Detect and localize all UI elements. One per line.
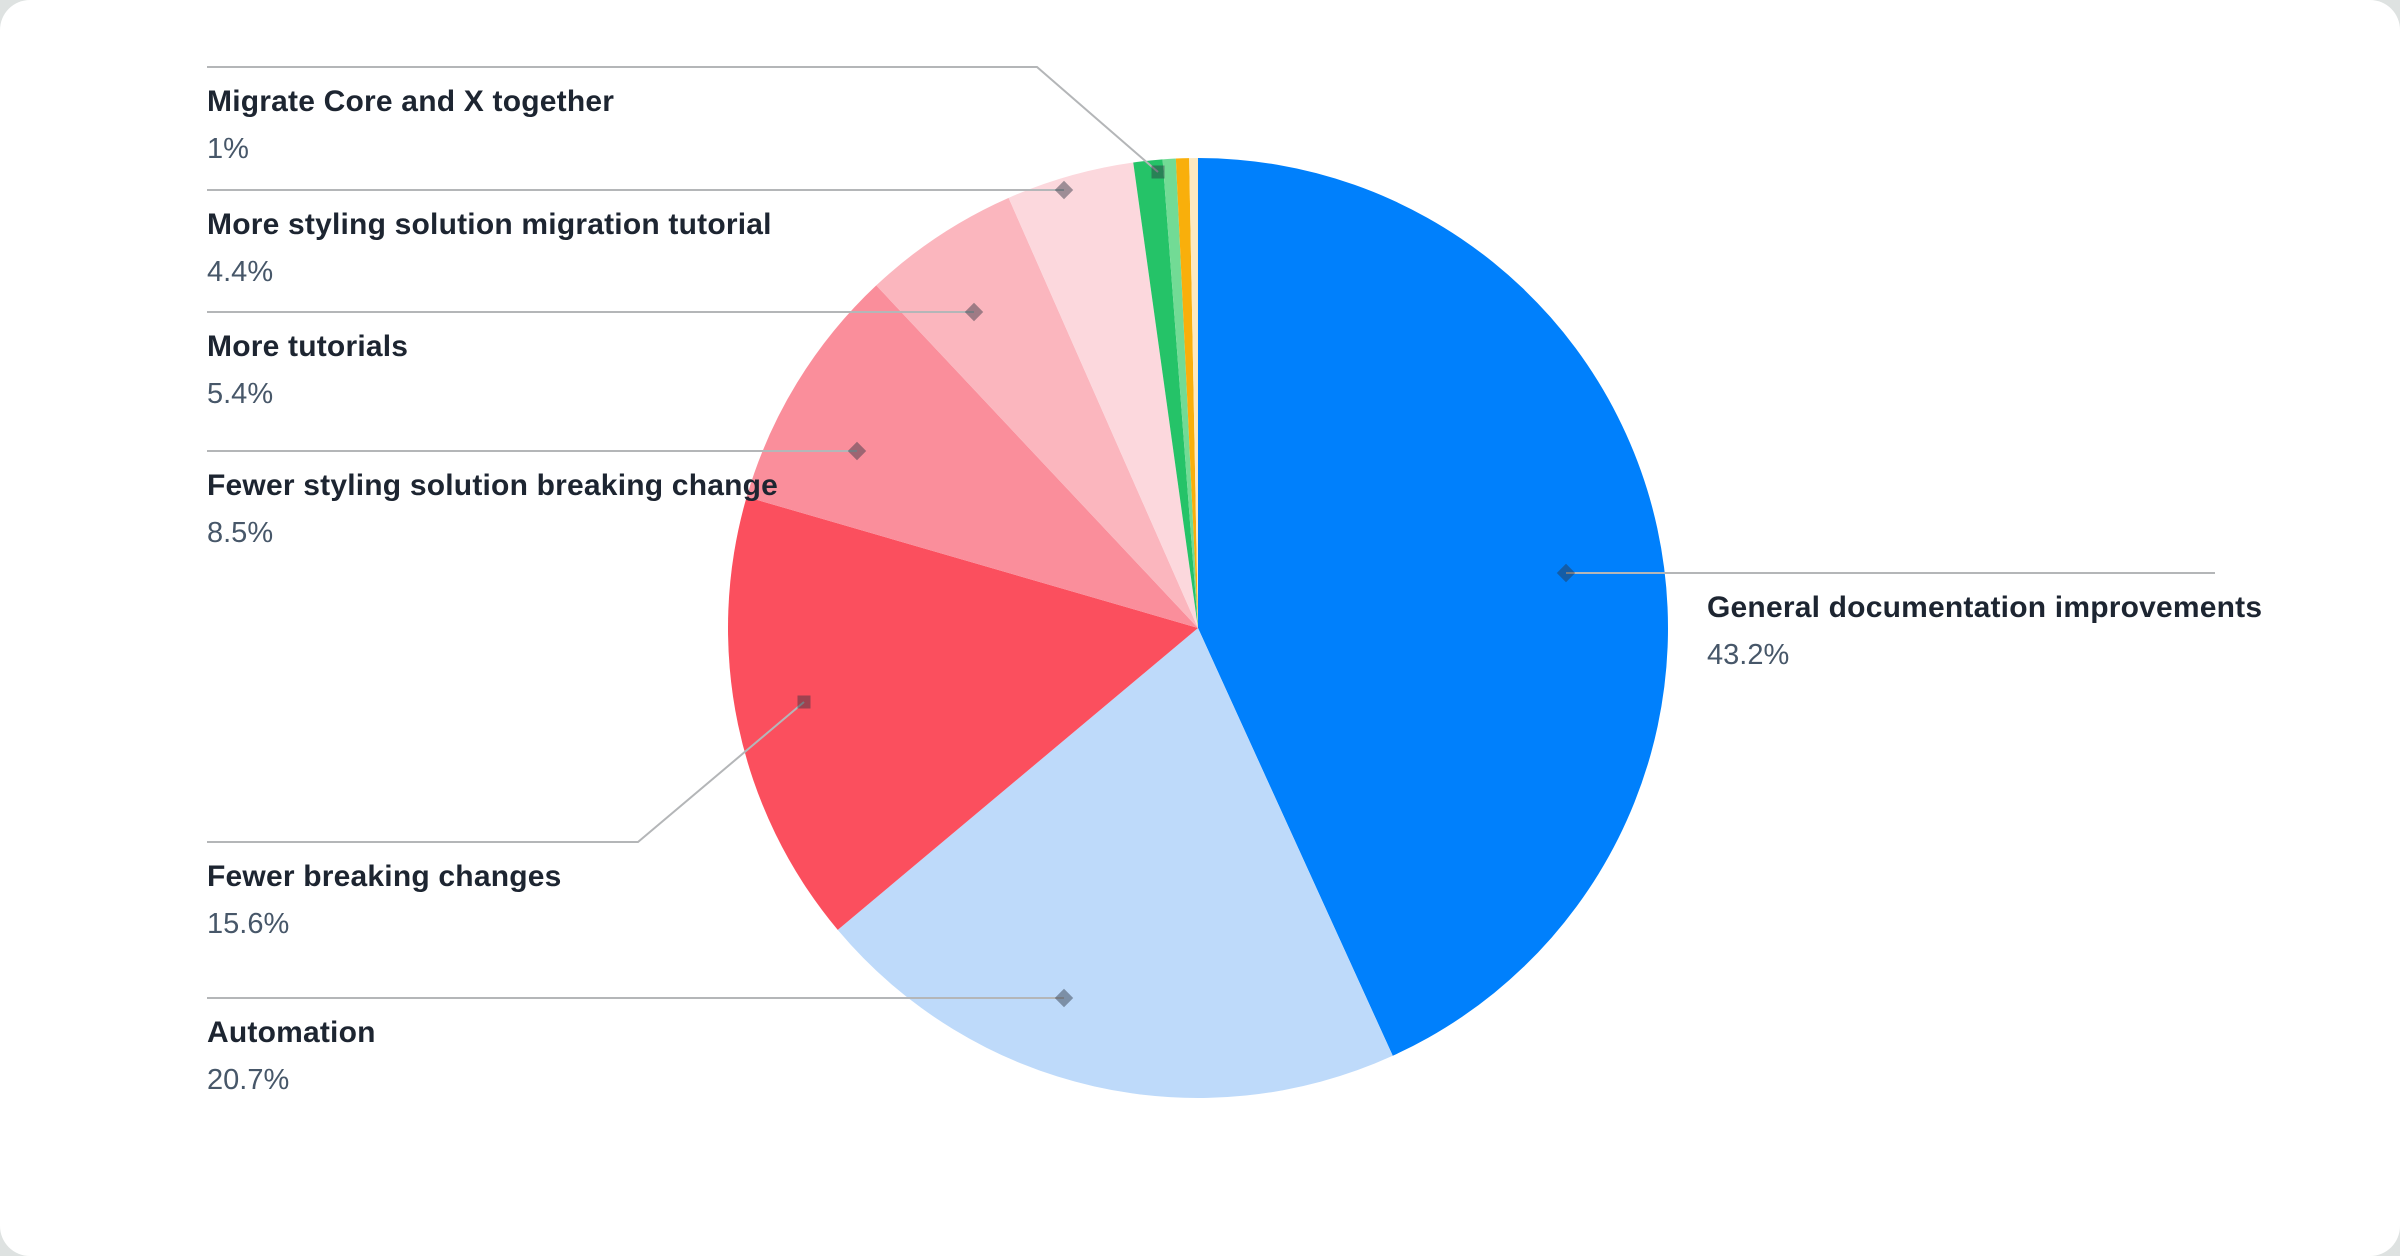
callout-more-styling-solution-migration-tutorial: More styling solution migration tutorial… bbox=[207, 207, 772, 289]
pie-slice-4[interactable] bbox=[876, 197, 1198, 628]
callout-more-tutorials: More tutorials 5.4% bbox=[207, 329, 408, 411]
slice-percentage: 4.4% bbox=[207, 256, 274, 288]
leader-marker-slice-6 bbox=[1151, 165, 1165, 179]
pie-slice-0[interactable] bbox=[1198, 158, 1668, 1056]
callout-general-documentation-improvements: General documentation improvements 43.2% bbox=[1707, 590, 2262, 672]
leader-marker-slice-4 bbox=[964, 302, 984, 322]
leader-line-slice-2 bbox=[207, 701, 805, 843]
leader-marker-slice-1 bbox=[1054, 988, 1074, 1008]
slice-percentage: 5.4% bbox=[207, 378, 274, 410]
slice-percentage: 15.6% bbox=[207, 908, 290, 940]
pie-slice-9[interactable] bbox=[1189, 158, 1198, 628]
slice-percentage: 1% bbox=[207, 133, 249, 165]
slice-percentage: 43.2% bbox=[1707, 639, 1790, 671]
pie-slice-5[interactable] bbox=[1008, 162, 1198, 628]
slice-label: More tutorials bbox=[207, 330, 409, 363]
pie-slice-8[interactable] bbox=[1175, 158, 1198, 628]
pie-slice-1[interactable] bbox=[837, 628, 1393, 1098]
leader-marker-slice-0 bbox=[1556, 563, 1576, 583]
slice-label: General documentation improvements bbox=[1707, 591, 2263, 624]
callout-automation: Automation 20.7% bbox=[207, 1015, 376, 1097]
leader-marker-slice-5 bbox=[1054, 180, 1074, 200]
leader-line-slice-6 bbox=[207, 66, 1159, 173]
pie-slice-3[interactable] bbox=[746, 285, 1198, 628]
slice-label: Fewer styling solution breaking change bbox=[207, 469, 779, 502]
leader-marker-slice-3 bbox=[847, 441, 867, 461]
callout-fewer-styling-solution-breaking-change: Fewer styling solution breaking change 8… bbox=[207, 468, 778, 550]
slice-label: Migrate Core and X together bbox=[207, 85, 615, 118]
slice-label: Fewer breaking changes bbox=[207, 860, 562, 893]
pie-slice-2[interactable] bbox=[728, 496, 1198, 930]
slice-label: More styling solution migration tutorial bbox=[207, 208, 772, 241]
slice-percentage: 20.7% bbox=[207, 1064, 290, 1096]
callout-migrate-core-and-x-together: Migrate Core and X together 1% bbox=[207, 84, 614, 166]
slice-label: Automation bbox=[207, 1016, 376, 1049]
callout-fewer-breaking-changes: Fewer breaking changes 15.6% bbox=[207, 859, 562, 941]
slice-percentage: 8.5% bbox=[207, 517, 274, 549]
leader-marker-slice-2 bbox=[797, 695, 811, 709]
pie-slice-7[interactable] bbox=[1162, 158, 1198, 628]
pie-slice-6[interactable] bbox=[1133, 159, 1198, 628]
